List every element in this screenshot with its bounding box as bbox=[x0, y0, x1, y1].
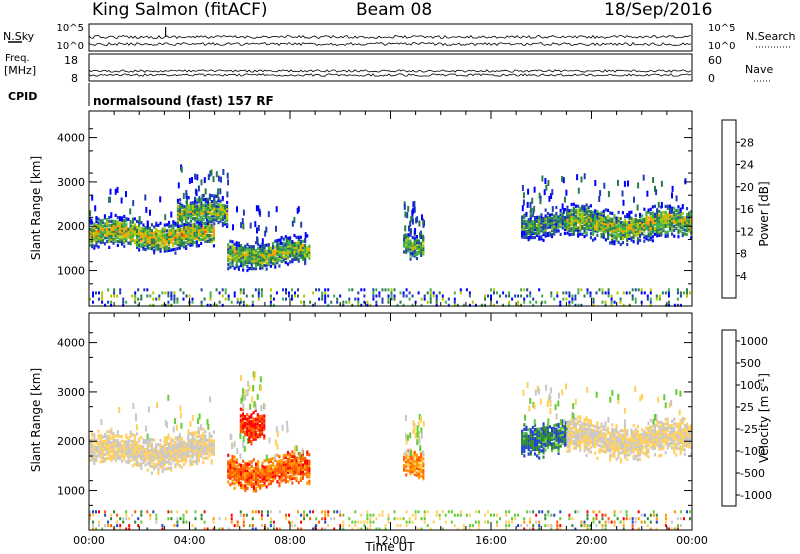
velocity-colorbar-tick-3: 25 bbox=[740, 401, 754, 414]
nave-tick-bottom: 0 bbox=[708, 72, 715, 85]
velocity-colorbar-label: Velocity [m s-1] bbox=[757, 373, 771, 463]
freq-label: Freq. bbox=[5, 53, 30, 64]
power-colorbar-tick-2: 12 bbox=[740, 225, 754, 238]
power-panel: 1000 2000 3000 4000 4 8 12 16 20 24 28 Slant Rang… bbox=[29, 110, 771, 307]
velocity-ytick-3: 4000 bbox=[57, 337, 85, 350]
power-echo-region-4 bbox=[521, 175, 569, 242]
velocity-ylabel: Slant Range [km] bbox=[29, 368, 43, 472]
velocity-ytick-2: 3000 bbox=[57, 386, 85, 399]
velocity-panel: 1000 2000 3000 4000 00:00 04:00 08:00 12:00 16:0… bbox=[29, 312, 772, 547]
power-ytick-1: 2000 bbox=[57, 220, 85, 233]
power-ytick-0: 1000 bbox=[57, 265, 85, 278]
power-ytick-3: 4000 bbox=[57, 132, 85, 145]
power-colorbar-tick-4: 20 bbox=[740, 181, 754, 194]
velocity-colorbar-tick-0: 1000 bbox=[740, 335, 768, 348]
power-colorbar-tick-6: 28 bbox=[740, 136, 754, 149]
noise-sky-label: N.Sky bbox=[3, 30, 35, 43]
beam-title: Beam 08 bbox=[356, 0, 433, 20]
velocity-ytick-1: 2000 bbox=[57, 435, 85, 448]
cpid-label: CPID bbox=[8, 90, 38, 103]
noise-search-label: N.Search bbox=[746, 30, 796, 43]
power-colorbar-tick-3: 16 bbox=[740, 203, 754, 216]
power-echo-region-0 bbox=[89, 186, 215, 255]
velocity-echo-region-3 bbox=[403, 414, 425, 481]
power-echo-region-3 bbox=[403, 201, 425, 261]
noise-panel: 10^5 10^0 10^5 10^0 bbox=[8, 23, 790, 52]
power-echo-region-5 bbox=[566, 173, 693, 247]
power-ylabel: Slant Range [km] bbox=[29, 156, 43, 260]
velocity-echo-region-2 bbox=[239, 371, 266, 446]
velocity-xtick-3: 12:00 bbox=[375, 534, 407, 547]
velocity-xtick-2: 08:00 bbox=[274, 534, 306, 547]
velocity-colorbar-tick-1: 500 bbox=[740, 357, 761, 370]
velocity-xtick-0: 00:00 bbox=[73, 534, 105, 547]
velocity-ytick-0: 1000 bbox=[57, 485, 85, 498]
velocity-echo-region-0 bbox=[89, 394, 215, 476]
power-near-range-band bbox=[89, 288, 691, 307]
nave-label: Nave bbox=[745, 63, 774, 76]
freq-tick-bottom: 8 bbox=[71, 72, 78, 85]
velocity-echo-region-1 bbox=[227, 417, 311, 493]
velocity-colorbar-tick-7: -1000 bbox=[740, 489, 772, 502]
velocity-colorbar-tick-4: -25 bbox=[740, 423, 758, 436]
power-echo-region-1 bbox=[176, 164, 230, 229]
velocity-xtick-6: 00:00 bbox=[676, 534, 708, 547]
velocity-echo-region-4 bbox=[521, 382, 569, 460]
power-colorbar-label: Power [dB] bbox=[757, 181, 771, 246]
station-title: King Salmon (fitACF) bbox=[92, 0, 268, 20]
power-colorbar-tick-0: 4 bbox=[740, 270, 747, 283]
power-colorbar-tick-5: 24 bbox=[740, 159, 754, 172]
nave-tick-top: 60 bbox=[708, 54, 722, 67]
cpid-program: normalsound (fast) 157 RF bbox=[93, 94, 274, 108]
power-colorbar-tick-1: 8 bbox=[740, 248, 747, 261]
noise-tick-top-left: 10^5 bbox=[57, 23, 84, 34]
velocity-colorbar-tick-6: -500 bbox=[740, 467, 765, 480]
date-title: 18/Sep/2016 bbox=[604, 0, 713, 20]
velocity-colorbar-tick-5: -100 bbox=[740, 445, 765, 458]
power-ytick-2: 3000 bbox=[57, 176, 85, 189]
velocity-colorbar-tick-2: 100 bbox=[740, 379, 761, 392]
noise-tick-bottom-right: 10^0 bbox=[708, 41, 735, 52]
x-axis-label: Time UT bbox=[364, 540, 415, 554]
velocity-near-range-band bbox=[89, 510, 691, 531]
velocity-echo-region-5 bbox=[566, 386, 693, 464]
velocity-xtick-5: 20:00 bbox=[576, 534, 608, 547]
velocity-xtick-4: 16:00 bbox=[475, 534, 507, 547]
freq-panel: 18 8 60 0 bbox=[64, 53, 770, 85]
freq-unit-label: [MHz] bbox=[4, 64, 37, 77]
velocity-xtick-1: 04:00 bbox=[174, 534, 206, 547]
noise-tick-top-right: 10^5 bbox=[708, 23, 735, 34]
power-echo-region-2 bbox=[227, 205, 311, 273]
freq-tick-top: 18 bbox=[64, 54, 78, 67]
noise-tick-bottom-left: 10^0 bbox=[57, 41, 84, 52]
